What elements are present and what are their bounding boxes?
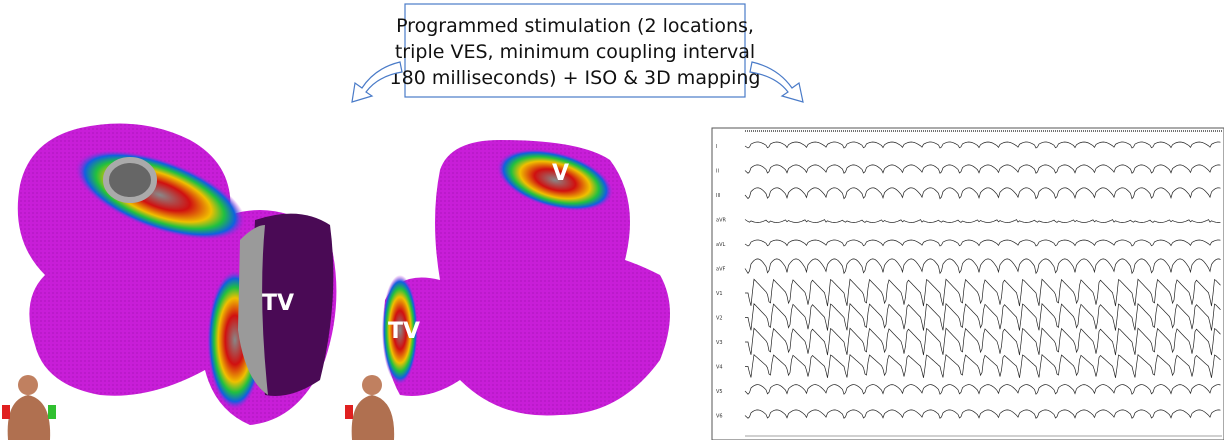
map-label: TV xyxy=(388,319,420,344)
orientation-figure xyxy=(2,375,56,440)
lead-label: II xyxy=(716,169,719,175)
caption-line: triple VES, minimum coupling interval xyxy=(395,41,755,63)
ecg-trace xyxy=(745,278,1221,307)
ecg-trace xyxy=(745,353,1221,378)
ecg-trace xyxy=(745,303,1221,331)
orientation-figure xyxy=(345,375,395,440)
ecg-trace xyxy=(744,164,1221,174)
map-middle: V TV xyxy=(345,140,670,440)
lead-label: V4 xyxy=(716,365,723,371)
lead-label: I xyxy=(716,144,717,150)
ecg-trace xyxy=(744,239,1221,247)
ecg-trace xyxy=(744,384,1221,395)
ecg-trace xyxy=(745,327,1221,356)
caption-line: 180 milliseconds) + ISO & 3D mapping xyxy=(390,67,761,89)
map-label: TV xyxy=(262,291,294,316)
lead-label: V3 xyxy=(716,340,723,346)
caption-line: Programmed stimulation (2 locations, xyxy=(396,15,754,37)
arrow-left xyxy=(351,61,403,103)
lead-label: V6 xyxy=(716,414,723,420)
lead-label: aVL xyxy=(716,242,725,248)
lead-label: V5 xyxy=(716,389,723,395)
lead-label: V2 xyxy=(716,316,723,322)
arrow-right xyxy=(749,61,804,103)
ecg-trace xyxy=(744,187,1221,200)
ecg-trace xyxy=(744,141,1221,149)
lead-label: V1 xyxy=(716,291,723,297)
lead-label: aVF xyxy=(716,267,725,273)
map-label: V xyxy=(552,161,569,186)
lead-label: III xyxy=(716,193,720,199)
ecg-trace xyxy=(744,258,1221,275)
caption-box xyxy=(404,3,746,98)
ecg-trace xyxy=(744,409,1221,419)
map-left: TV xyxy=(2,123,337,440)
lead-label: aVR xyxy=(716,218,726,224)
ecg-trace xyxy=(744,219,1221,223)
